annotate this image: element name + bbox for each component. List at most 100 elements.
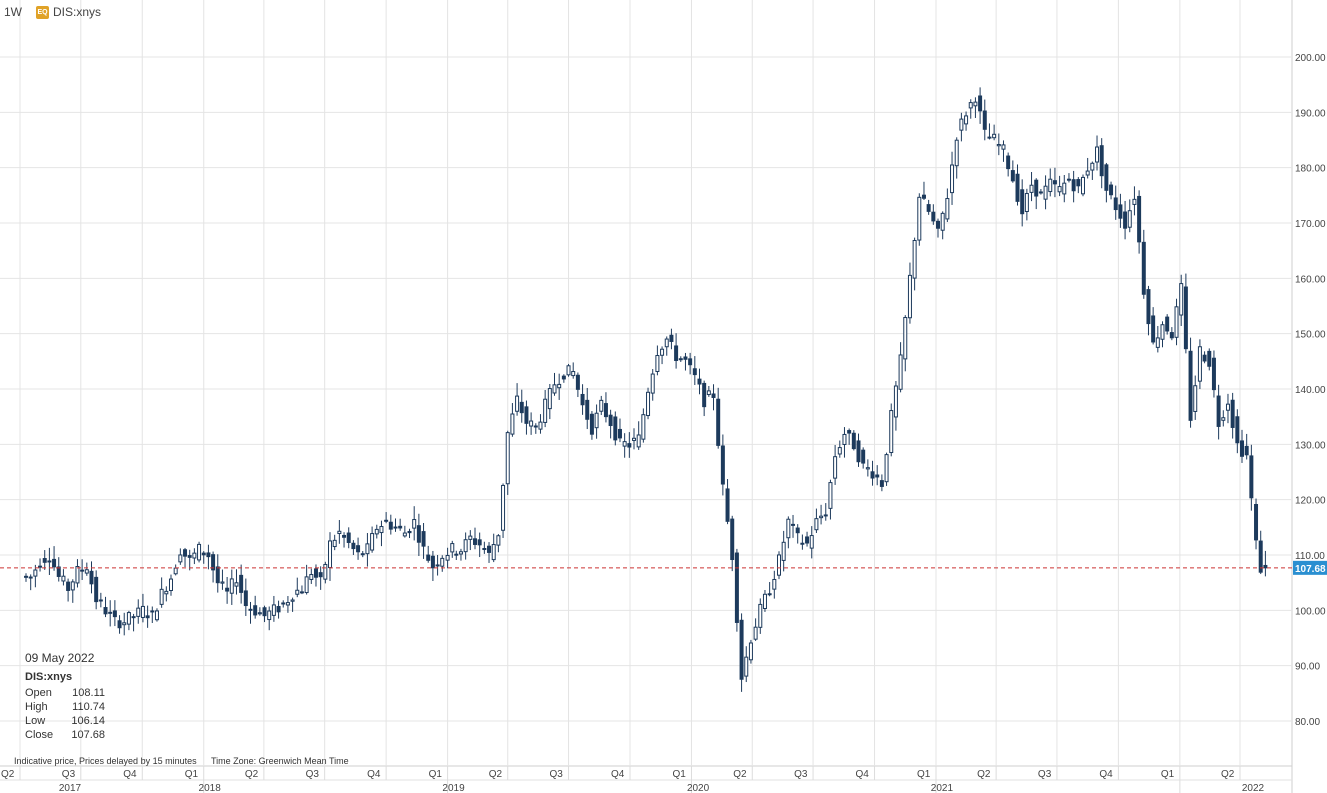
candle-body <box>239 574 244 593</box>
candle-body <box>262 607 267 617</box>
candle-body <box>472 538 477 545</box>
candle-body <box>964 115 969 125</box>
candle-body <box>660 348 665 356</box>
candle-body <box>201 552 206 556</box>
y-tick-label: 90.00 <box>1295 662 1320 673</box>
candle-body <box>865 467 870 470</box>
last-price-line: 107.68 <box>0 560 1327 575</box>
high-label: High <box>25 701 48 713</box>
candle-body <box>468 535 473 540</box>
candle-body <box>304 576 309 594</box>
candle-body <box>220 581 225 584</box>
candle-body <box>1123 211 1128 229</box>
x-quarter-label: Q4 <box>611 769 625 780</box>
candle-body <box>622 441 627 447</box>
symbol-label[interactable]: EQ DIS:xnys <box>36 5 101 19</box>
candle-body <box>1160 324 1165 340</box>
candle-body <box>1202 354 1207 362</box>
x-quarter-label: Q3 <box>550 769 564 780</box>
candle-body <box>388 521 393 530</box>
candle-body <box>445 554 450 561</box>
candle-body <box>917 196 922 241</box>
candle-body <box>271 604 276 616</box>
candle-body <box>253 605 258 616</box>
candle-body <box>98 599 103 602</box>
candle-body <box>1085 170 1090 176</box>
candle-body <box>145 615 150 619</box>
candle-body <box>982 110 987 130</box>
candle-body <box>795 527 800 534</box>
candle-body <box>337 530 342 535</box>
candle-body <box>706 390 711 396</box>
x-year-label: 2021 <box>931 783 954 793</box>
y-tick-label: 190.00 <box>1295 108 1326 119</box>
candle-body <box>1015 173 1020 202</box>
candle-body <box>328 540 333 569</box>
candle-body <box>477 539 482 546</box>
candle-body <box>814 518 819 531</box>
candle-body <box>585 399 590 420</box>
candle-body <box>150 610 155 613</box>
candle-body <box>1043 185 1048 200</box>
candle-body <box>206 552 211 558</box>
info-open-row: Open 108.11 <box>25 686 105 700</box>
y-tick-label: 130.00 <box>1295 440 1326 451</box>
x-quarter-label: Q1 <box>672 769 686 780</box>
x-quarter-label: Q1 <box>1161 769 1175 780</box>
candle-body <box>739 619 744 680</box>
candle-body <box>767 593 772 596</box>
candle-body <box>674 345 679 361</box>
candle-body <box>276 605 281 613</box>
x-quarter-label: Q2 <box>733 769 747 780</box>
candle-body <box>688 358 693 366</box>
candle-body <box>641 414 646 440</box>
candle-body <box>323 563 328 580</box>
candle-body <box>1240 440 1245 457</box>
candle-body <box>52 558 57 568</box>
candle-body <box>1029 184 1034 193</box>
low-value: 106.14 <box>71 715 105 727</box>
y-tick-label: 150.00 <box>1295 330 1326 341</box>
candle-body <box>164 590 169 595</box>
candle-body <box>1244 445 1249 456</box>
candle-body <box>538 421 543 430</box>
candle-body <box>108 611 113 614</box>
candle-body <box>1113 197 1118 211</box>
candle-body <box>884 454 889 483</box>
candle-body <box>28 576 33 579</box>
low-label: Low <box>25 715 46 727</box>
interval-selector[interactable]: 1W <box>4 5 22 19</box>
candle-body <box>678 358 683 361</box>
candle-body <box>1193 385 1198 412</box>
x-quarter-label: Q2 <box>489 769 503 780</box>
candle-body <box>650 373 655 394</box>
candle-body <box>1263 564 1268 569</box>
candle-body <box>543 398 548 423</box>
candle-body <box>1038 191 1043 194</box>
candle-body <box>211 554 216 571</box>
candle-body <box>281 602 286 605</box>
candle-body <box>1132 198 1137 205</box>
candle-body <box>178 554 183 563</box>
candle-body <box>1071 179 1076 192</box>
candle-body <box>711 393 716 398</box>
candle-body <box>229 578 234 594</box>
candle-body <box>243 590 248 607</box>
candle-body <box>1109 184 1114 196</box>
candle-body <box>225 587 230 592</box>
candle-body <box>168 578 173 591</box>
candle-body <box>1080 176 1085 195</box>
candle-body <box>1169 332 1174 339</box>
candle-body <box>38 565 43 568</box>
candle-body <box>384 519 389 522</box>
candle-body <box>295 589 300 595</box>
x-quarter-label: Q4 <box>123 769 137 780</box>
candle-body <box>103 607 108 615</box>
candle-body <box>725 488 730 522</box>
info-date: 09 May 2022 <box>25 651 95 665</box>
chart-grid <box>0 0 1293 793</box>
candle-body <box>70 581 75 591</box>
candle-body <box>748 642 753 661</box>
candle-body <box>996 144 1001 147</box>
